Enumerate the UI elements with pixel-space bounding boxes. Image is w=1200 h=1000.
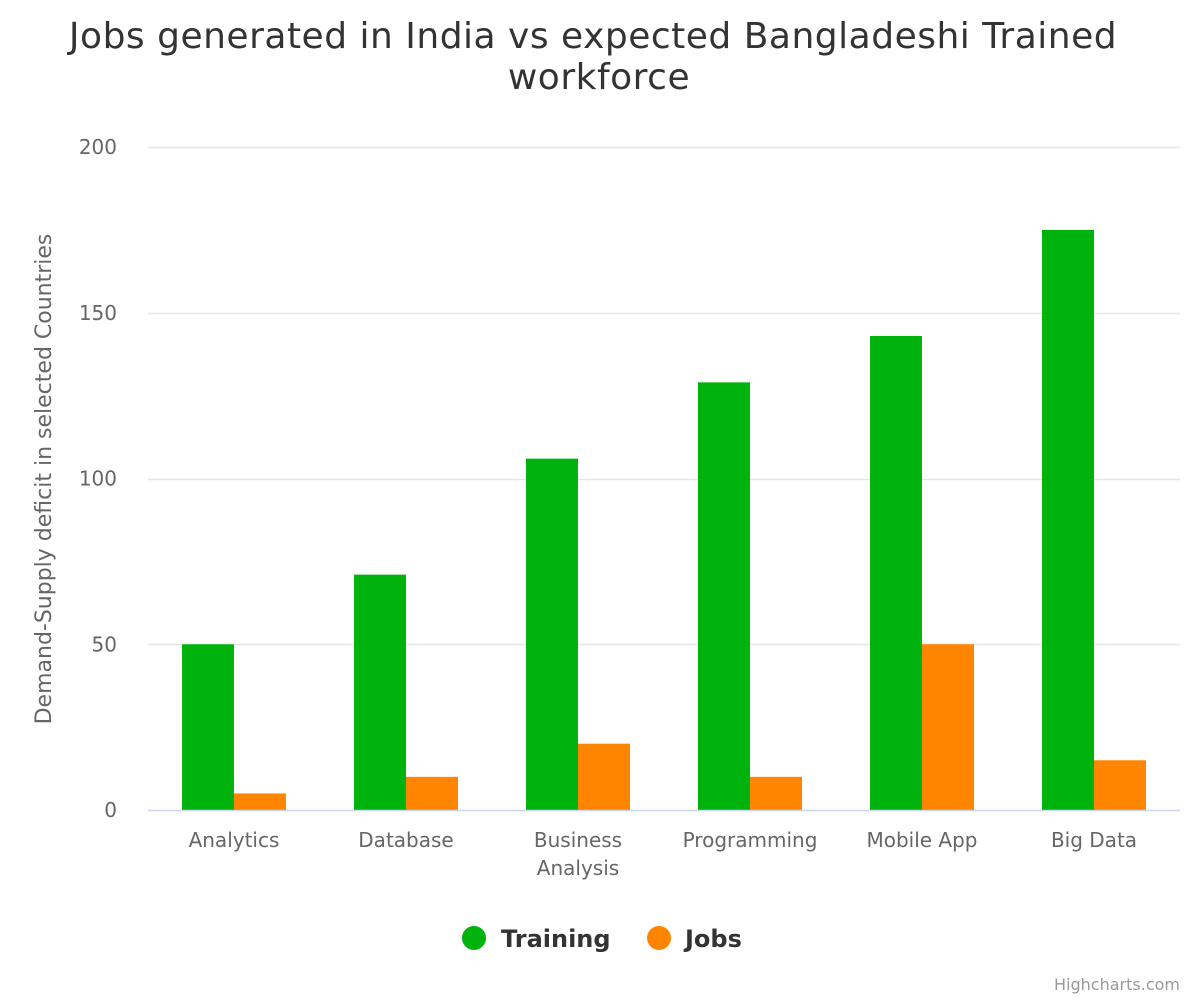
gridlines (148, 146, 1180, 646)
chart-title-line-2: workforce (508, 57, 690, 98)
x-tick-label-line: Analysis (537, 856, 619, 880)
legend-jobs-label: Jobs (683, 925, 742, 953)
x-tick-label-line: Analytics (189, 828, 280, 852)
legend-training-marker (462, 926, 486, 950)
x-tick-label-line: Mobile App (866, 828, 977, 852)
bar-jobs-business-analysis[interactable] (578, 743, 630, 810)
x-tick-label-line: Database (358, 828, 453, 852)
y-axis-title: Demand-Supply deficit in selected Countr… (32, 234, 57, 725)
chart-title-line-1: Jobs generated in India vs expected Bang… (67, 16, 1117, 57)
bar-training-business-analysis[interactable] (526, 458, 578, 810)
bar-jobs-big-data[interactable] (1094, 760, 1146, 810)
legend-training-label: Training (501, 925, 611, 953)
x-tick-label: Analytics (189, 828, 280, 852)
legend: Training Jobs (462, 925, 742, 953)
bar-training-big-data[interactable] (1042, 229, 1094, 810)
bar-jobs-database[interactable] (406, 776, 458, 810)
bar-training-mobile-app[interactable] (870, 335, 922, 810)
bar-training-database[interactable] (354, 574, 406, 810)
y-axis-tick-labels: 0 50 100 150 200 (79, 135, 117, 822)
x-tick-label-line: Business (534, 828, 622, 852)
bar-jobs-programming[interactable] (750, 776, 802, 810)
legend-item-training[interactable]: Training (462, 925, 611, 953)
bar-jobs-mobile-app[interactable] (922, 644, 974, 810)
x-tick-label: Big Data (1051, 828, 1137, 852)
y-tick-label: 200 (79, 135, 117, 159)
bars (182, 229, 1146, 810)
y-tick-label: 50 (92, 632, 117, 656)
x-tick-label: Business Analysis (534, 828, 622, 880)
x-tick-label-line: Programming (683, 828, 818, 852)
legend-item-jobs[interactable]: Jobs (647, 925, 742, 953)
y-tick-label: 100 (79, 467, 117, 491)
legend-jobs-marker (647, 926, 671, 950)
x-tick-label-line: Big Data (1051, 828, 1137, 852)
bar-training-programming[interactable] (698, 382, 750, 810)
x-tick-label: Programming (683, 828, 818, 852)
y-tick-label: 150 (79, 301, 117, 325)
x-tick-label: Mobile App (866, 828, 977, 852)
y-tick-label: 0 (104, 798, 117, 822)
x-tick-label: Database (358, 828, 453, 852)
x-axis-tick-labels: Analytics Database Business Analysis Program… (189, 828, 1137, 880)
credits-link[interactable]: Highcharts.com (1054, 975, 1180, 994)
chart-title: Jobs generated in India vs expected Bang… (67, 16, 1129, 98)
bar-training-analytics[interactable] (182, 644, 234, 810)
bar-jobs-analytics[interactable] (234, 793, 286, 810)
